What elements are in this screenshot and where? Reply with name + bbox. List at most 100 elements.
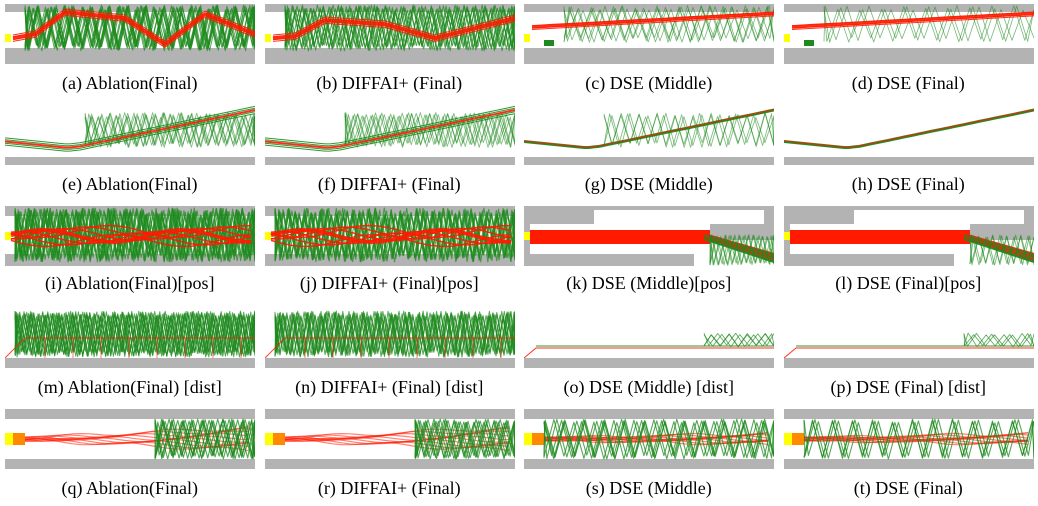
bound-trajectory: [274, 310, 515, 358]
plot-layer: [524, 108, 774, 166]
bottom-wall: [524, 458, 774, 469]
bound-trajectory: [84, 112, 255, 148]
bound-trajectory: [802, 418, 1034, 459]
trajectory-plot: [524, 4, 774, 64]
bound-trajectory: [563, 5, 774, 43]
trajectory-plot: [783, 4, 1034, 64]
trajectory-plot: [5, 310, 255, 368]
bound-trajectory: [603, 113, 774, 149]
top-wall: [5, 408, 255, 419]
bound-trajectory: [963, 332, 1034, 347]
plot-d: [783, 4, 1034, 64]
center-trajectory: [524, 347, 774, 358]
center-trajectory: [783, 347, 1034, 358]
trajectory-plot: [264, 4, 515, 64]
caption-q: (q) Ablation(Final): [61, 477, 198, 498]
subfigure-g: (g) DSE (Middle): [519, 101, 779, 202]
caption-a: (a) Ablation(Final): [62, 73, 198, 93]
plot-layer: [783, 332, 1034, 368]
plot-l: [783, 206, 1034, 267]
caption-l: (l) DSE (Final)[pos]: [835, 273, 982, 294]
center-trajectory: [10, 232, 252, 247]
start-marker: [264, 232, 271, 241]
plot-layer: [783, 206, 1034, 267]
center-trajectory: [783, 110, 1034, 150]
center-trajectory: [272, 16, 515, 40]
bottom-wall: [524, 48, 774, 64]
center-trajectory: [10, 228, 252, 245]
plot-layer: [783, 408, 1034, 469]
bound-trajectory: [14, 310, 255, 357]
bottom-wall: [783, 458, 1034, 469]
plot-layer: [264, 4, 515, 64]
top-wall: [264, 408, 515, 419]
start-marker: [783, 432, 792, 445]
subfigure-h: (h) DSE (Final): [779, 101, 1038, 202]
caption-p: (p) DSE (Final) [dist]: [830, 376, 986, 397]
center-trajectory: [803, 436, 1028, 445]
caption-g: (g) DSE (Middle): [584, 174, 713, 195]
bound-trajectory: [709, 234, 774, 267]
center-trajectory: [5, 106, 255, 145]
subfigure-p: (p) DSE (Final) [dist]: [779, 304, 1038, 405]
plot-layer: [5, 408, 255, 469]
plot-t: [783, 408, 1034, 469]
caption-b: (b) DIFFAI+ (Final): [316, 73, 463, 93]
plot-b: [264, 4, 515, 64]
top-wall: [524, 4, 774, 12]
top-wall: [524, 408, 774, 419]
bound-trajectory: [709, 234, 774, 267]
center-trajectory: [5, 109, 255, 149]
start-orange: [532, 432, 544, 445]
center-trajectory: [5, 111, 255, 150]
center-trajectory: [5, 337, 255, 358]
center-trajectory: [264, 106, 515, 145]
bound-trajectory: [963, 332, 1034, 347]
subfigure-i: (i) Ablation(Final)[pos]: [0, 202, 260, 303]
center-trajectory: [24, 437, 250, 452]
start-block: [803, 40, 814, 46]
bound-trajectory: [344, 112, 515, 148]
top-wall: [264, 206, 515, 217]
center-trajectory: [264, 337, 515, 358]
bound-trajectory: [802, 418, 1034, 459]
center-trajectory: [5, 107, 255, 147]
subfigure-k: (k) DSE (Middle)[pos]: [519, 202, 779, 303]
bound-trajectory: [543, 418, 774, 460]
plot-c: [524, 4, 774, 64]
start-marker: [783, 34, 790, 42]
bound-trajectory: [802, 418, 1034, 459]
center-trajectory: [272, 14, 515, 36]
trajectory-plot: [264, 408, 515, 469]
trajectory-plot: [783, 108, 1034, 166]
center-trajectory: [264, 109, 515, 149]
subfigure-l: (l) DSE (Final)[pos]: [779, 202, 1038, 303]
bound-trajectory: [823, 5, 1034, 43]
free-region: [853, 210, 1024, 225]
bound-trajectory: [154, 418, 255, 459]
bound-trajectory: [274, 310, 515, 357]
bound-trajectory: [543, 418, 774, 460]
floor: [524, 157, 774, 166]
start-block: [544, 40, 554, 46]
start-marker: [5, 432, 13, 445]
center-trajectory: [264, 111, 515, 150]
bound-trajectory: [24, 5, 255, 52]
caption-r: (r) DIFFAI+ (Final): [317, 477, 461, 498]
floor: [5, 357, 255, 368]
plot-layer: [524, 408, 774, 469]
center-trajectory: [531, 11, 774, 29]
plot-s: [524, 408, 774, 469]
plot-m: [5, 307, 255, 368]
plot-layer: [783, 4, 1034, 64]
floor: [264, 157, 515, 166]
trajectory-plot: [5, 408, 255, 469]
bound-trajectory: [543, 418, 774, 460]
center-trajectory: [264, 113, 515, 152]
bound-trajectory: [84, 112, 255, 148]
caption-o: (o) DSE (Middle) [dist]: [563, 376, 734, 397]
bound-trajectory: [413, 418, 515, 460]
start-marker: [5, 232, 11, 241]
subfigure-m: (m) Ablation(Final) [dist]: [0, 304, 260, 405]
center-trajectory: [12, 8, 255, 42]
